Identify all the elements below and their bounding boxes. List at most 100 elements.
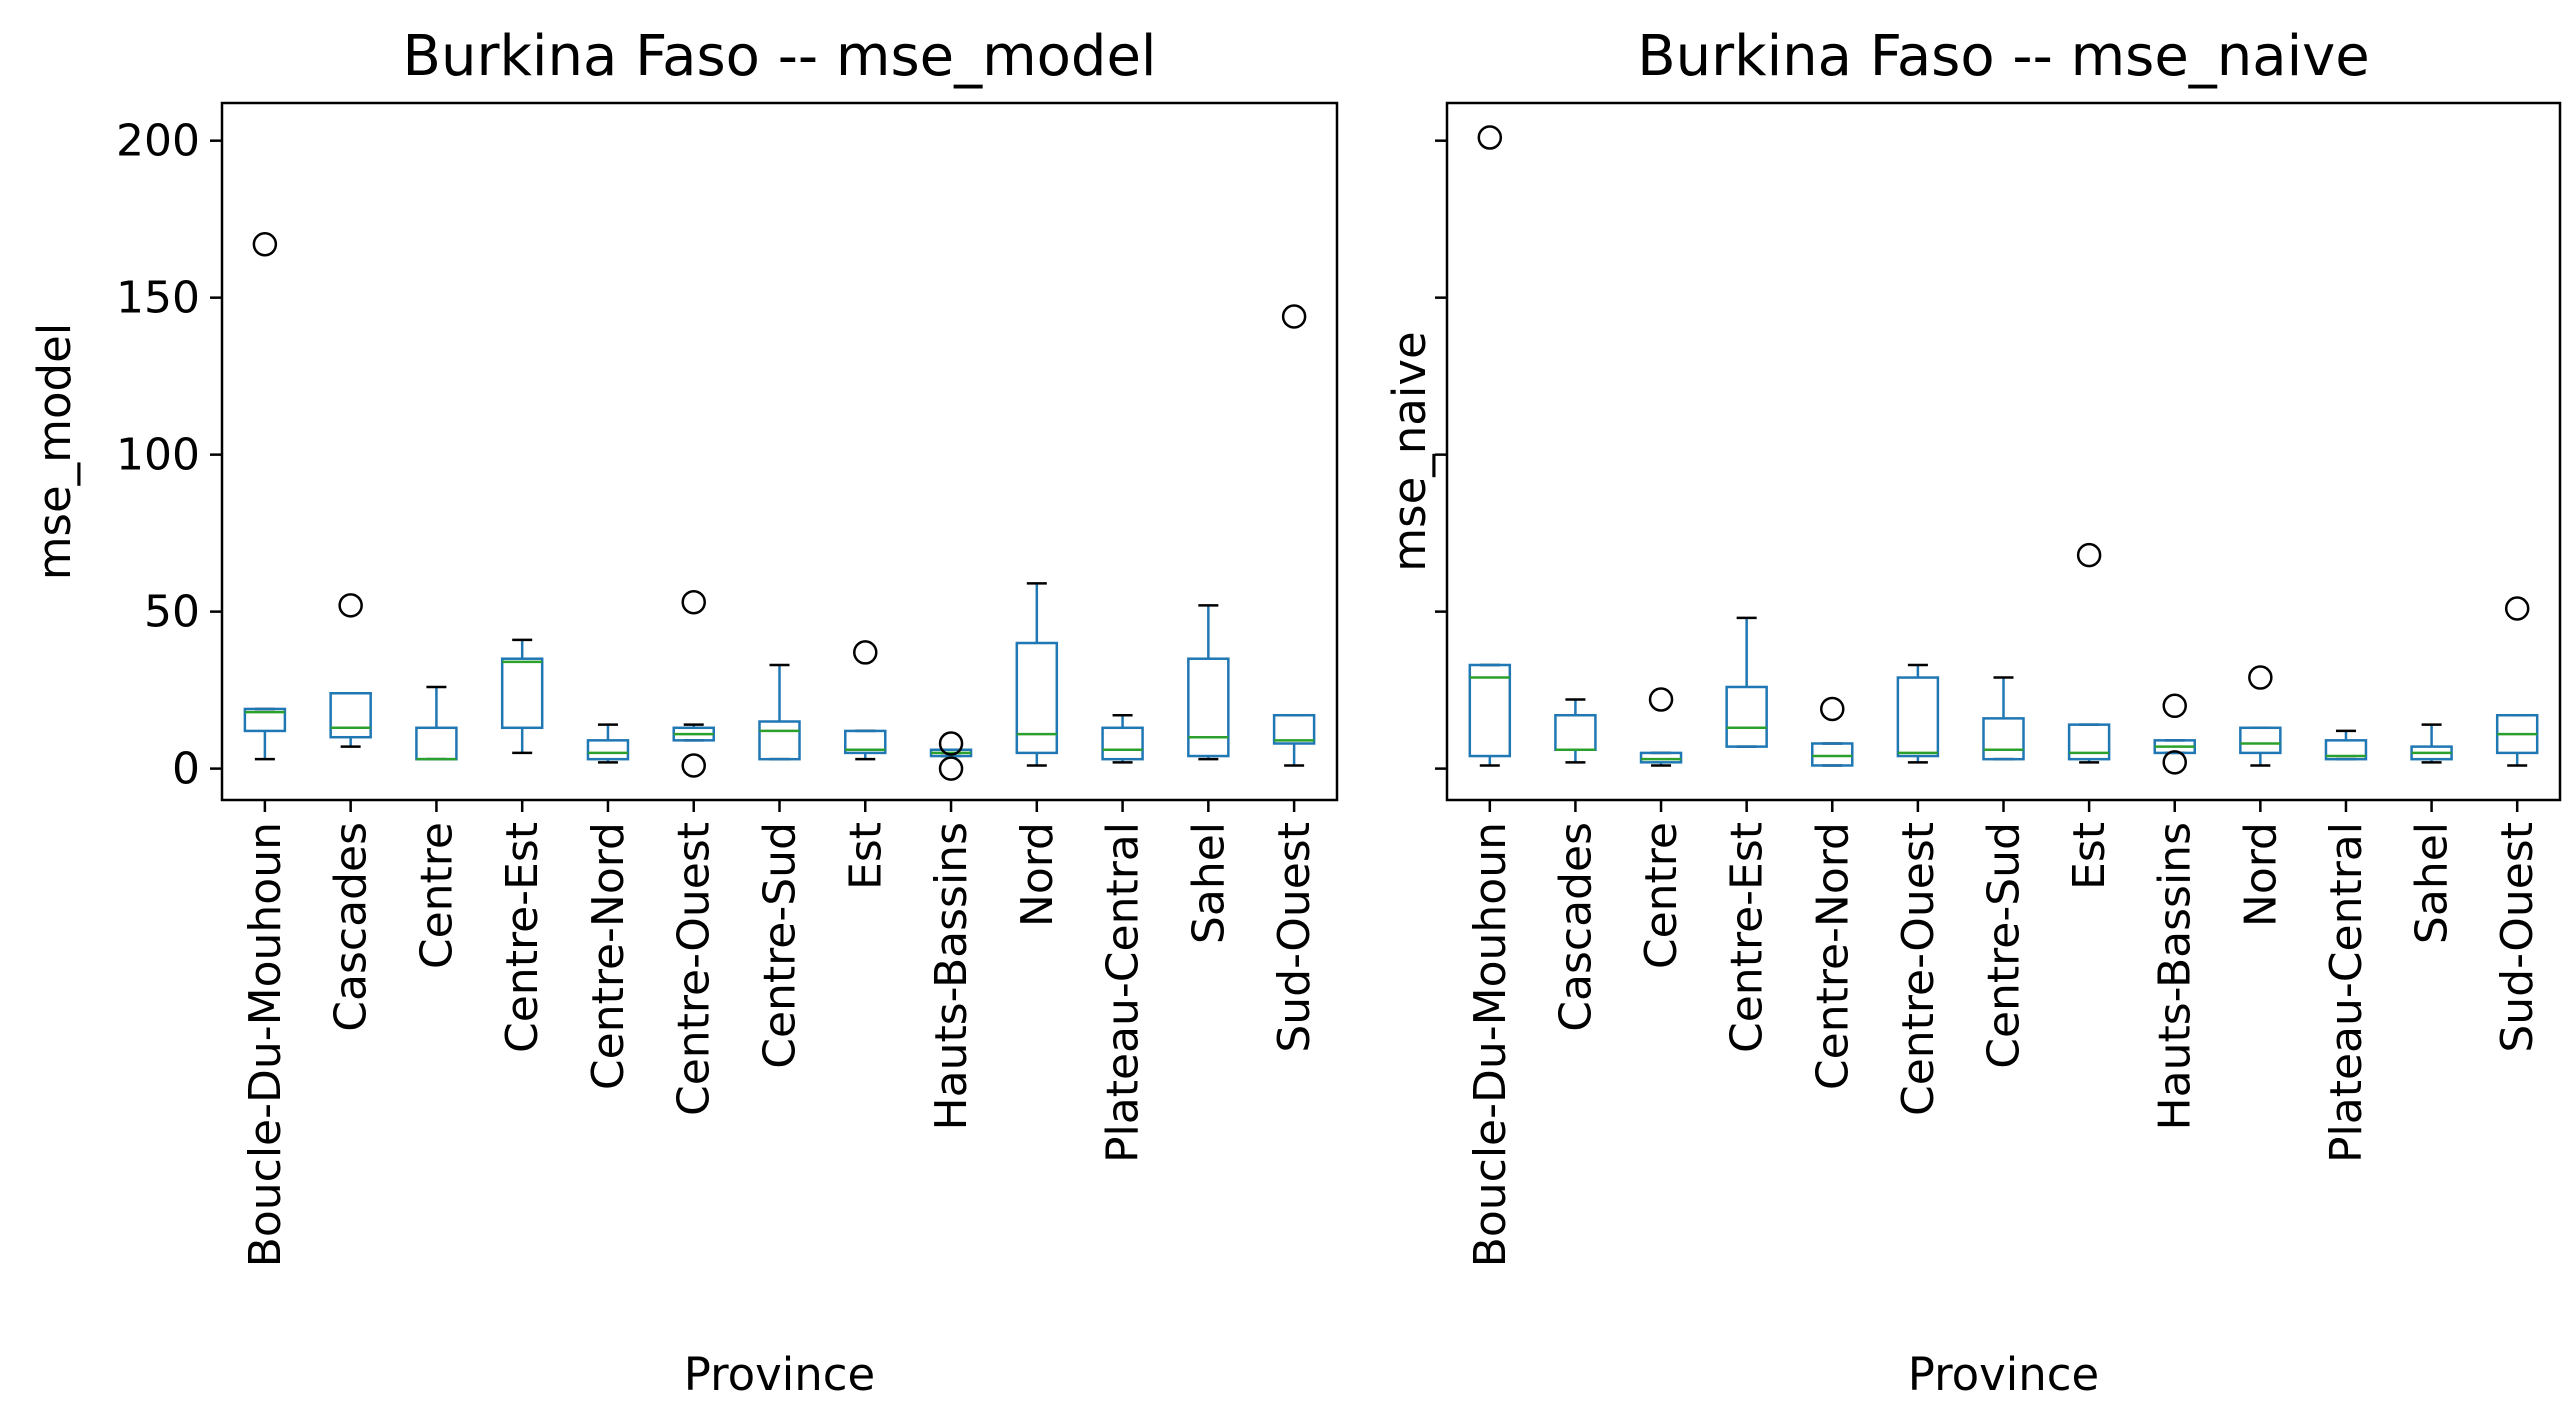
iqr-box — [1639, 751, 1683, 764]
iqr-box — [1101, 726, 1144, 761]
outlier-point — [1281, 304, 1307, 329]
plot-frame — [220, 101, 1339, 802]
iqr-box — [1811, 742, 1854, 767]
y-axis-label: mse_model — [28, 323, 81, 581]
x-tick-label: Sahel — [1183, 822, 1234, 944]
x-tick-label: Centre — [411, 822, 462, 969]
box-hauts-bassins — [2153, 693, 2196, 775]
box-sahel — [2410, 723, 2453, 764]
box-boucle-du-mouhoun — [1468, 125, 1512, 767]
iqr-box — [1554, 713, 1597, 752]
iqr-box — [329, 692, 372, 739]
outlier-point — [1648, 687, 1674, 712]
iqr-box — [586, 739, 630, 761]
x-tick-label: Boucle-Du-Mouhoun — [1465, 822, 1516, 1267]
box-centre-est — [500, 638, 544, 755]
x-tick-label: Centre-Sud — [755, 822, 806, 1069]
box-centre — [415, 685, 458, 761]
box-boucle-du-mouhoun — [243, 232, 287, 761]
plot-frame — [1445, 101, 2562, 802]
box-centre-nord — [586, 723, 630, 764]
iqr-box — [1725, 685, 1768, 748]
outlier-point — [2162, 693, 2187, 719]
box-plateau-central — [2324, 729, 2368, 761]
chart-title: Burkina Faso -- mse_model — [403, 24, 1157, 89]
x-tick-label: Centre-Est — [497, 822, 548, 1053]
x-tick-label: Plateau-Central — [2321, 822, 2372, 1163]
box-sahel — [1187, 604, 1230, 761]
x-tick-label: Nord — [1012, 822, 1063, 927]
iqr-box — [243, 707, 287, 733]
y-tick-label: 200 — [116, 116, 200, 167]
x-tick-label: Centre-Nord — [1807, 822, 1858, 1090]
box-plateau-central — [1101, 713, 1144, 764]
outlier-point — [2504, 596, 2530, 621]
outlier-point — [681, 753, 706, 778]
y-tick-label: 0 — [172, 744, 200, 795]
iqr-box — [1468, 663, 1512, 758]
box-centre — [1639, 687, 1683, 767]
box-cascades — [329, 593, 372, 748]
x-tick-label: Est — [840, 822, 891, 890]
x-tick-label: Sud-Ouest — [2492, 822, 2543, 1053]
box-sud-ouest — [1272, 304, 1316, 767]
iqr-box — [500, 657, 544, 730]
y-tick-label: 150 — [116, 273, 200, 324]
iqr-box — [2239, 726, 2282, 755]
x-tick-label: Centre — [1636, 822, 1687, 969]
box-est — [844, 640, 887, 761]
iqr-box — [1272, 713, 1316, 745]
outlier-point — [938, 731, 964, 756]
x-tick-label: Boucle-Du-Mouhoun — [240, 822, 291, 1267]
chart-panel-2: Burkina Faso -- mse_naive mse_naive Provin… — [1383, 24, 2562, 1401]
box-centre-est — [1725, 616, 1768, 748]
box-nord — [1015, 582, 1059, 767]
outlier-point — [252, 232, 278, 257]
box-cascades — [1554, 698, 1597, 764]
x-tick-label: Est — [2064, 822, 2115, 890]
x-tick-label: Nord — [2235, 822, 2286, 927]
outlier-point — [1820, 696, 1845, 722]
outlier-point — [1477, 125, 1503, 150]
outlier-point — [2162, 750, 2187, 775]
iqr-box — [415, 726, 458, 761]
iqr-box — [1015, 641, 1059, 755]
outlier-point — [2076, 542, 2102, 568]
iqr-box — [758, 720, 801, 761]
outlier-point — [2248, 665, 2273, 690]
box-centre-sud — [1982, 676, 2025, 761]
x-tick-label: Hauts-Bassins — [926, 822, 977, 1130]
iqr-box — [844, 729, 887, 755]
x-tick-label: Hauts-Bassins — [2150, 822, 2201, 1130]
box-centre-ouest — [672, 589, 715, 778]
x-axis-label: Province — [1908, 1348, 2099, 1401]
box-est — [2067, 542, 2111, 764]
iqr-box — [1896, 676, 1940, 758]
x-tick-label: Cascades — [1550, 822, 1601, 1032]
outlier-point — [338, 593, 363, 618]
x-tick-label: Cascades — [326, 822, 377, 1032]
x-tick-label: Centre-Sud — [1979, 822, 2030, 1069]
outlier-point — [938, 756, 964, 781]
x-tick-label: Plateau-Central — [1098, 822, 1149, 1163]
iqr-box — [2067, 723, 2111, 761]
outlier-point — [853, 640, 878, 665]
chart-title: Burkina Faso -- mse_naive — [1637, 24, 2370, 89]
x-axis-label: Province — [684, 1348, 875, 1401]
box-centre-ouest — [1896, 663, 1940, 764]
x-tick-label: Centre-Ouest — [669, 822, 720, 1116]
x-tick-label: Sahel — [2407, 822, 2458, 944]
x-tick-label: Centre-Est — [1722, 822, 1773, 1053]
box-centre-sud — [758, 663, 801, 761]
y-tick-label: 100 — [116, 430, 200, 481]
outlier-point — [681, 589, 706, 615]
y-tick-label: 50 — [144, 587, 200, 638]
iqr-box — [1982, 717, 2025, 761]
box-centre-nord — [1811, 696, 1854, 767]
box-sud-ouest — [2495, 596, 2539, 767]
iqr-box — [2324, 739, 2368, 761]
x-tick-label: Sud-Ouest — [1269, 822, 1320, 1053]
y-axis-label: mse_naive — [1383, 331, 1436, 571]
box-nord — [2239, 665, 2282, 767]
